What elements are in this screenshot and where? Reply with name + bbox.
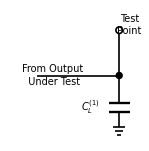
Text: Test
Point: Test Point xyxy=(117,14,142,36)
Circle shape xyxy=(116,72,122,79)
Text: $C_L^{(1)}$: $C_L^{(1)}$ xyxy=(81,98,100,116)
Text: From Output
  Under Test: From Output Under Test xyxy=(22,64,84,87)
